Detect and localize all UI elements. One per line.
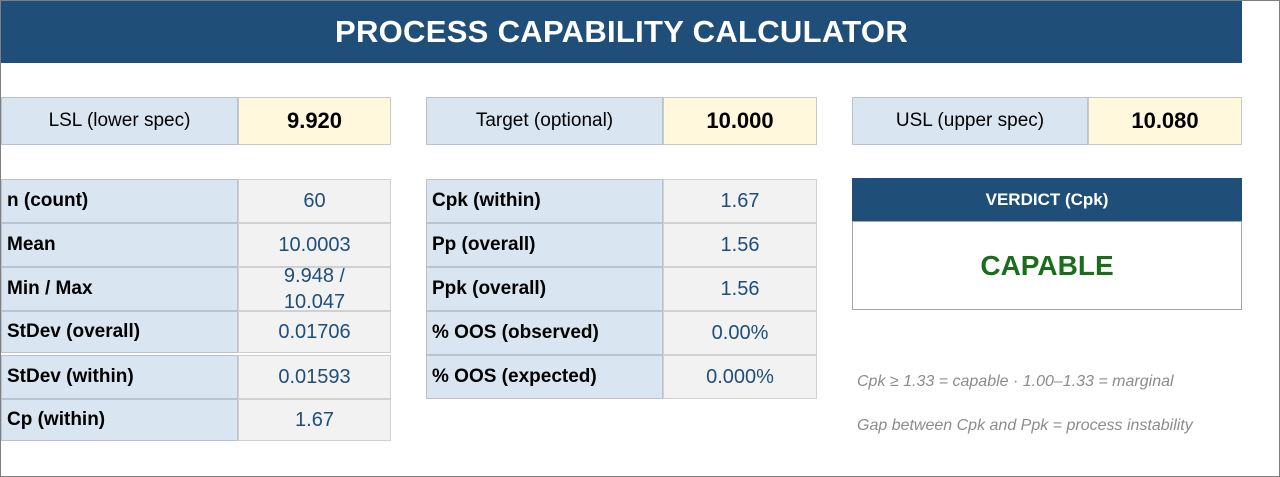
lsl-label: LSL (lower spec) [1, 97, 238, 145]
stat-label-mean: Mean [1, 223, 238, 267]
stat-value-stdev-within: 0.01593 [238, 355, 391, 399]
stat-value-mean: 10.0003 [238, 223, 391, 267]
stat-label-minmax: Min / Max [1, 267, 238, 311]
stat-label-stdev-within: StDev (within) [1, 355, 238, 399]
index-value-oos-observed: 0.00% [663, 311, 817, 355]
page-title: PROCESS CAPABILITY CALCULATOR [1, 1, 1242, 63]
stat-value-cp: 1.67 [238, 399, 391, 441]
usl-label: USL (upper spec) [852, 97, 1088, 145]
target-input[interactable]: 10.000 [663, 97, 817, 145]
verdict-header: VERDICT (Cpk) [852, 178, 1242, 221]
index-value-cpk: 1.67 [663, 179, 817, 223]
index-label-oos-expected: % OOS (expected) [426, 355, 663, 399]
minmax-text: 9.948 / 10.047 [283, 267, 346, 311]
stat-label-cp: Cp (within) [1, 399, 238, 441]
index-value-oos-expected: 0.000% [663, 355, 817, 399]
lsl-input[interactable]: 9.920 [238, 97, 391, 145]
verdict-value: CAPABLE [852, 221, 1242, 310]
usl-input[interactable]: 10.080 [1088, 97, 1242, 145]
stat-label-stdev-overall: StDev (overall) [1, 311, 238, 353]
index-label-pp: Pp (overall) [426, 223, 663, 267]
note-instability: Gap between Cpk and Ppk = process instab… [857, 417, 1193, 434]
stat-value-count: 60 [238, 179, 391, 223]
index-value-ppk: 1.56 [663, 267, 817, 311]
index-label-ppk: Ppk (overall) [426, 267, 663, 311]
note-capability-thresholds: Cpk ≥ 1.33 = capable · 1.00–1.33 = margi… [857, 373, 1174, 390]
target-label: Target (optional) [426, 97, 663, 145]
stat-label-count: n (count) [1, 179, 238, 223]
stat-value-minmax: 9.948 / 10.047 [238, 267, 391, 311]
index-label-cpk: Cpk (within) [426, 179, 663, 223]
index-label-oos-observed: % OOS (observed) [426, 311, 663, 355]
index-value-pp: 1.56 [663, 223, 817, 267]
stat-value-stdev-overall: 0.01706 [238, 311, 391, 353]
